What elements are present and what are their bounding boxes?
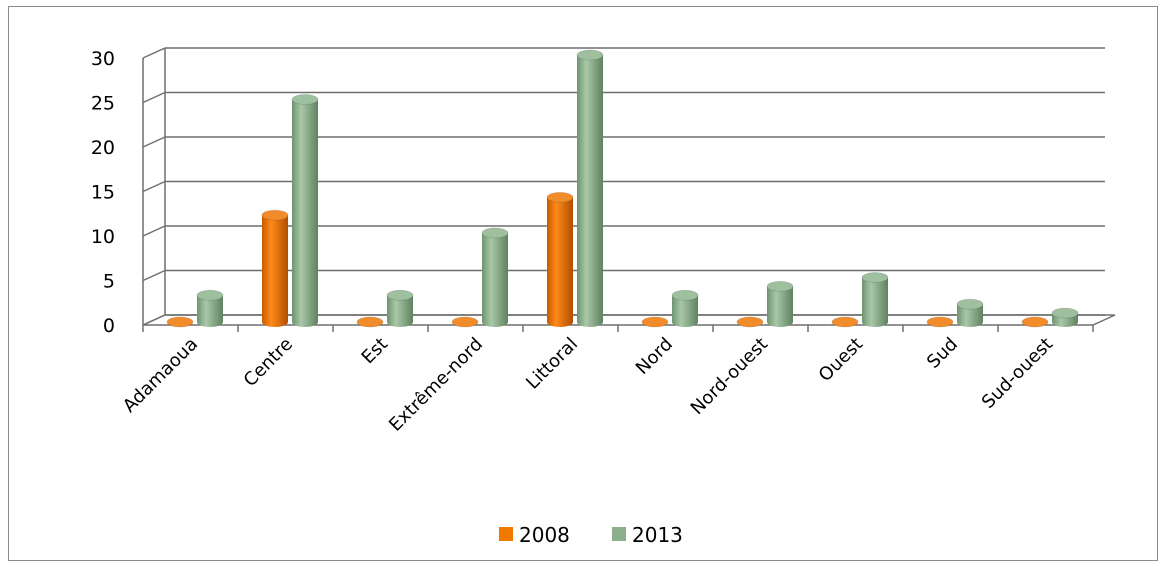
bar-2013-Centre — [291, 94, 319, 327]
x-tick-label: Nord-ouest — [687, 334, 772, 419]
bar-2013-Sud — [956, 298, 984, 327]
gridline-side — [142, 136, 166, 148]
legend-label-2008: 2008 — [519, 523, 570, 547]
legend-swatch-2008 — [499, 527, 513, 541]
bar-2008-Est — [356, 316, 384, 328]
x-tick-label: Adamaoua — [119, 334, 202, 417]
bar-2008-Adamaoua — [166, 316, 194, 328]
gridline-side — [142, 180, 166, 193]
y-tick-label: 5 — [103, 271, 115, 293]
y-tick-label: 25 — [91, 93, 115, 115]
bar-2008-Sud-ouest — [1021, 316, 1049, 328]
bar-2008-Extrême-nord — [451, 316, 479, 328]
y-tick-label: 20 — [91, 137, 115, 159]
x-tick-label: Nord — [632, 334, 677, 379]
gridline-side — [142, 225, 166, 237]
bar-2008-Nord — [641, 316, 669, 328]
bar-2013-Ouest — [861, 272, 889, 327]
gridline-side — [142, 91, 166, 104]
bar-2013-Adamaoua — [196, 289, 224, 327]
axis-labels: 0 5 10 15 20 25 30 Adamaoua Centre EstExtrême-nor… — [91, 48, 1057, 436]
axes — [142, 48, 1116, 332]
bar-2008-Nord-ouest — [736, 316, 764, 328]
y-tick-label: 10 — [91, 226, 115, 248]
bar-2008-Centre — [261, 209, 289, 327]
legend-label-2013: 2013 — [632, 523, 683, 547]
legend-swatch-2013 — [612, 527, 626, 541]
x-tick-label: Sud — [923, 334, 962, 373]
bar-2013-Nord-ouest — [766, 280, 794, 327]
x-tick-label: Extrême-nord — [385, 334, 487, 436]
bar-2013-Sud-ouest — [1051, 307, 1079, 327]
gridline-side — [142, 47, 166, 59]
bars — [166, 49, 1079, 328]
y-tick-label: 30 — [91, 48, 115, 70]
bar-2013-Est — [386, 289, 414, 327]
bar-2013-Extrême-nord — [481, 227, 509, 327]
x-tick-label: Centre — [240, 334, 297, 391]
bar-2008-Ouest — [831, 316, 859, 328]
y-tick-label: 0 — [103, 315, 115, 337]
x-tick-label: Littoral — [522, 334, 582, 394]
bar-2008-Sud — [926, 316, 954, 328]
legend: 2008 2013 — [499, 523, 683, 547]
bar-2008-Littoral — [546, 191, 574, 327]
x-tick-label: Ouest — [815, 334, 867, 386]
bar-2013-Littoral — [576, 49, 604, 327]
y-tick-label: 15 — [91, 182, 115, 204]
gridline-side — [142, 269, 166, 282]
x-tick-label: Est — [358, 334, 393, 369]
x-tick-label: Sud-ouest — [978, 334, 1057, 413]
bar-2013-Nord — [671, 289, 699, 327]
